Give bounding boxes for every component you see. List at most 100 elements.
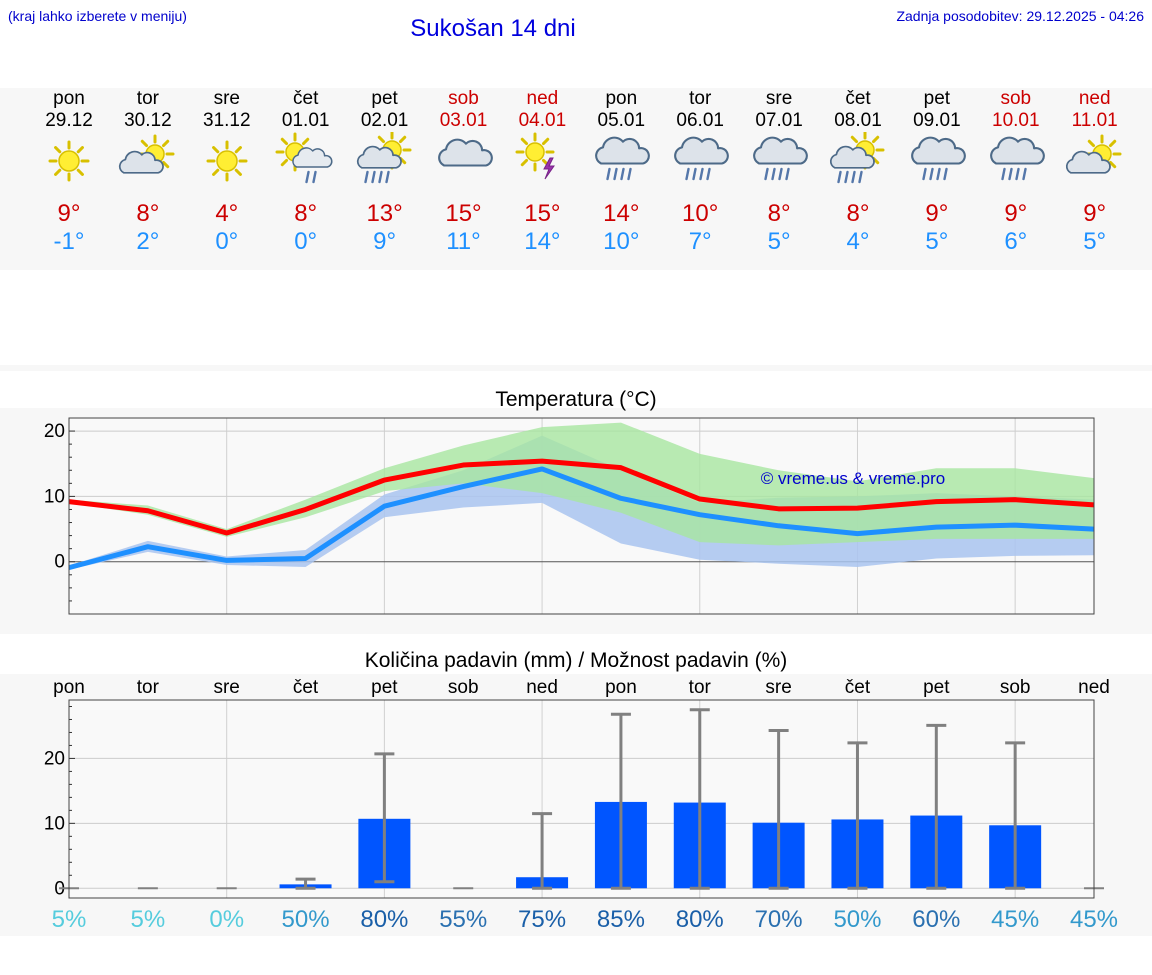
- day-date: 06.01: [676, 110, 724, 131]
- day-column: tor 06.01 10° 7°: [661, 88, 739, 256]
- forecast-band: [0, 88, 1152, 270]
- max-temperature: 15°: [445, 200, 482, 227]
- day-name: sre: [765, 88, 793, 109]
- y-tick-label: 20: [44, 748, 65, 769]
- probability-label: 50%: [282, 906, 330, 933]
- day-column: pon 29.12 9° -1°: [30, 88, 108, 256]
- category-label: pon: [53, 677, 85, 698]
- temperature-chart-title: Temperatura (°C): [495, 388, 657, 411]
- partly-cloudy-icon: [1065, 134, 1122, 174]
- category-label: čet: [293, 677, 319, 698]
- max-temperature: 10°: [682, 200, 719, 227]
- cloud-rain-icon: [595, 136, 651, 181]
- y-tick-label: 10: [44, 486, 65, 507]
- min-temperature-line: [68, 466, 1095, 571]
- sun-cloud-heavy-rain-icon: [356, 130, 412, 184]
- day-column: tor 30.12 8° 2°: [109, 88, 187, 256]
- probability-label: 5%: [131, 906, 166, 933]
- min-temperature: 0°: [294, 228, 318, 255]
- category-label: sre: [765, 677, 791, 698]
- min-temperature: 9°: [373, 228, 397, 255]
- probability-label: 50%: [833, 906, 881, 933]
- day-date: 10.01: [992, 110, 1040, 131]
- location-hint[interactable]: (kraj lahko izberete v meniju): [8, 8, 187, 24]
- min-temperature: 5°: [767, 228, 791, 255]
- sunny-icon: [206, 140, 248, 182]
- day-column: sob 10.01 9° 6°: [977, 88, 1055, 256]
- day-date: 04.01: [518, 110, 567, 131]
- probability-label: 80%: [676, 906, 724, 933]
- category-label: pon: [605, 677, 637, 698]
- min-temperature: 5°: [1083, 228, 1107, 255]
- min-temperature: 2°: [136, 228, 160, 255]
- day-date: 08.01: [834, 110, 882, 131]
- day-column: ned 04.01 15° 14°: [503, 88, 581, 256]
- day-column: sre 07.01 8° 5°: [740, 88, 818, 256]
- cloud-rain-icon: [753, 136, 808, 181]
- probability-label: 5%: [52, 906, 87, 933]
- last-updated: Zadnja posodobitev: 29.12.2025 - 04:26: [896, 8, 1144, 24]
- error-bar: [532, 812, 553, 890]
- temperature-chart: © vreme.us & vreme.pro 0 10 20: [44, 417, 1095, 615]
- max-temperature: 13°: [366, 200, 403, 227]
- min-temperature: 11°: [446, 228, 481, 255]
- sun-cloud-heavy-rain-icon: [829, 130, 885, 184]
- error-bar: [689, 708, 710, 890]
- probability-label: 80%: [360, 906, 408, 933]
- day-name: ned: [526, 88, 559, 109]
- error-bar: [768, 729, 789, 890]
- day-name: pet: [371, 88, 398, 109]
- min-temperature: 4°: [846, 228, 870, 255]
- cloud-rain-icon: [910, 136, 966, 181]
- error-bar: [1005, 741, 1026, 890]
- max-temperature: 9°: [1004, 200, 1028, 227]
- day-name: ned: [1078, 88, 1111, 109]
- category-label: sre: [213, 677, 239, 698]
- max-temperature: 8°: [846, 200, 870, 227]
- category-label: tor: [689, 677, 712, 698]
- day-name: sob: [448, 88, 479, 109]
- max-temperature-line: [68, 458, 1095, 536]
- category-label: sob: [1000, 677, 1031, 698]
- category-label: pet: [923, 677, 950, 698]
- error-bar: [610, 712, 631, 890]
- day-name: tor: [689, 88, 712, 109]
- probability-label: 0%: [209, 906, 244, 933]
- day-date: 01.01: [281, 110, 330, 131]
- error-bar: [847, 741, 868, 890]
- y-tick-label: 10: [44, 813, 65, 834]
- min-temperature: 6°: [1004, 228, 1028, 255]
- max-temperature: 8°: [767, 200, 791, 227]
- day-column: ned 11.01 9° 5°: [1056, 88, 1134, 256]
- day-name: čet: [293, 88, 319, 109]
- probability-label: 75%: [518, 906, 566, 933]
- watermark: © vreme.us & vreme.pro: [761, 469, 945, 488]
- max-temperature: 15°: [524, 200, 561, 227]
- max-temperature: 9°: [57, 200, 81, 227]
- category-label: pet: [371, 677, 398, 698]
- day-column: čet 01.01 8° 0°: [267, 88, 345, 256]
- precipitation-chart-title: Količina padavin (mm) / Možnost padavin …: [364, 649, 788, 672]
- day-date: 31.12: [203, 110, 251, 131]
- sun-thunder-icon: [515, 132, 556, 180]
- separator-band: [0, 365, 1152, 371]
- day-name: čet: [845, 88, 871, 109]
- max-temperature: 9°: [1083, 200, 1107, 227]
- probability-label: 45%: [991, 906, 1039, 933]
- category-label: čet: [845, 677, 871, 698]
- y-tick-label: 20: [44, 421, 65, 442]
- day-date: 02.01: [360, 110, 409, 131]
- max-temperature: 4°: [215, 200, 239, 227]
- error-bar: [374, 752, 395, 884]
- day-name: sob: [1000, 88, 1032, 109]
- max-temperature: 8°: [136, 200, 160, 227]
- probability-label: 70%: [755, 906, 803, 933]
- cloudy-icon: [437, 138, 493, 167]
- error-bar: [295, 877, 316, 890]
- probability-label: 55%: [439, 906, 487, 933]
- cloud-rain-icon: [989, 136, 1045, 181]
- max-temperature: 9°: [925, 200, 949, 227]
- day-date: 05.01: [597, 110, 646, 131]
- day-name: sre: [213, 88, 240, 109]
- day-date: 07.01: [755, 110, 803, 131]
